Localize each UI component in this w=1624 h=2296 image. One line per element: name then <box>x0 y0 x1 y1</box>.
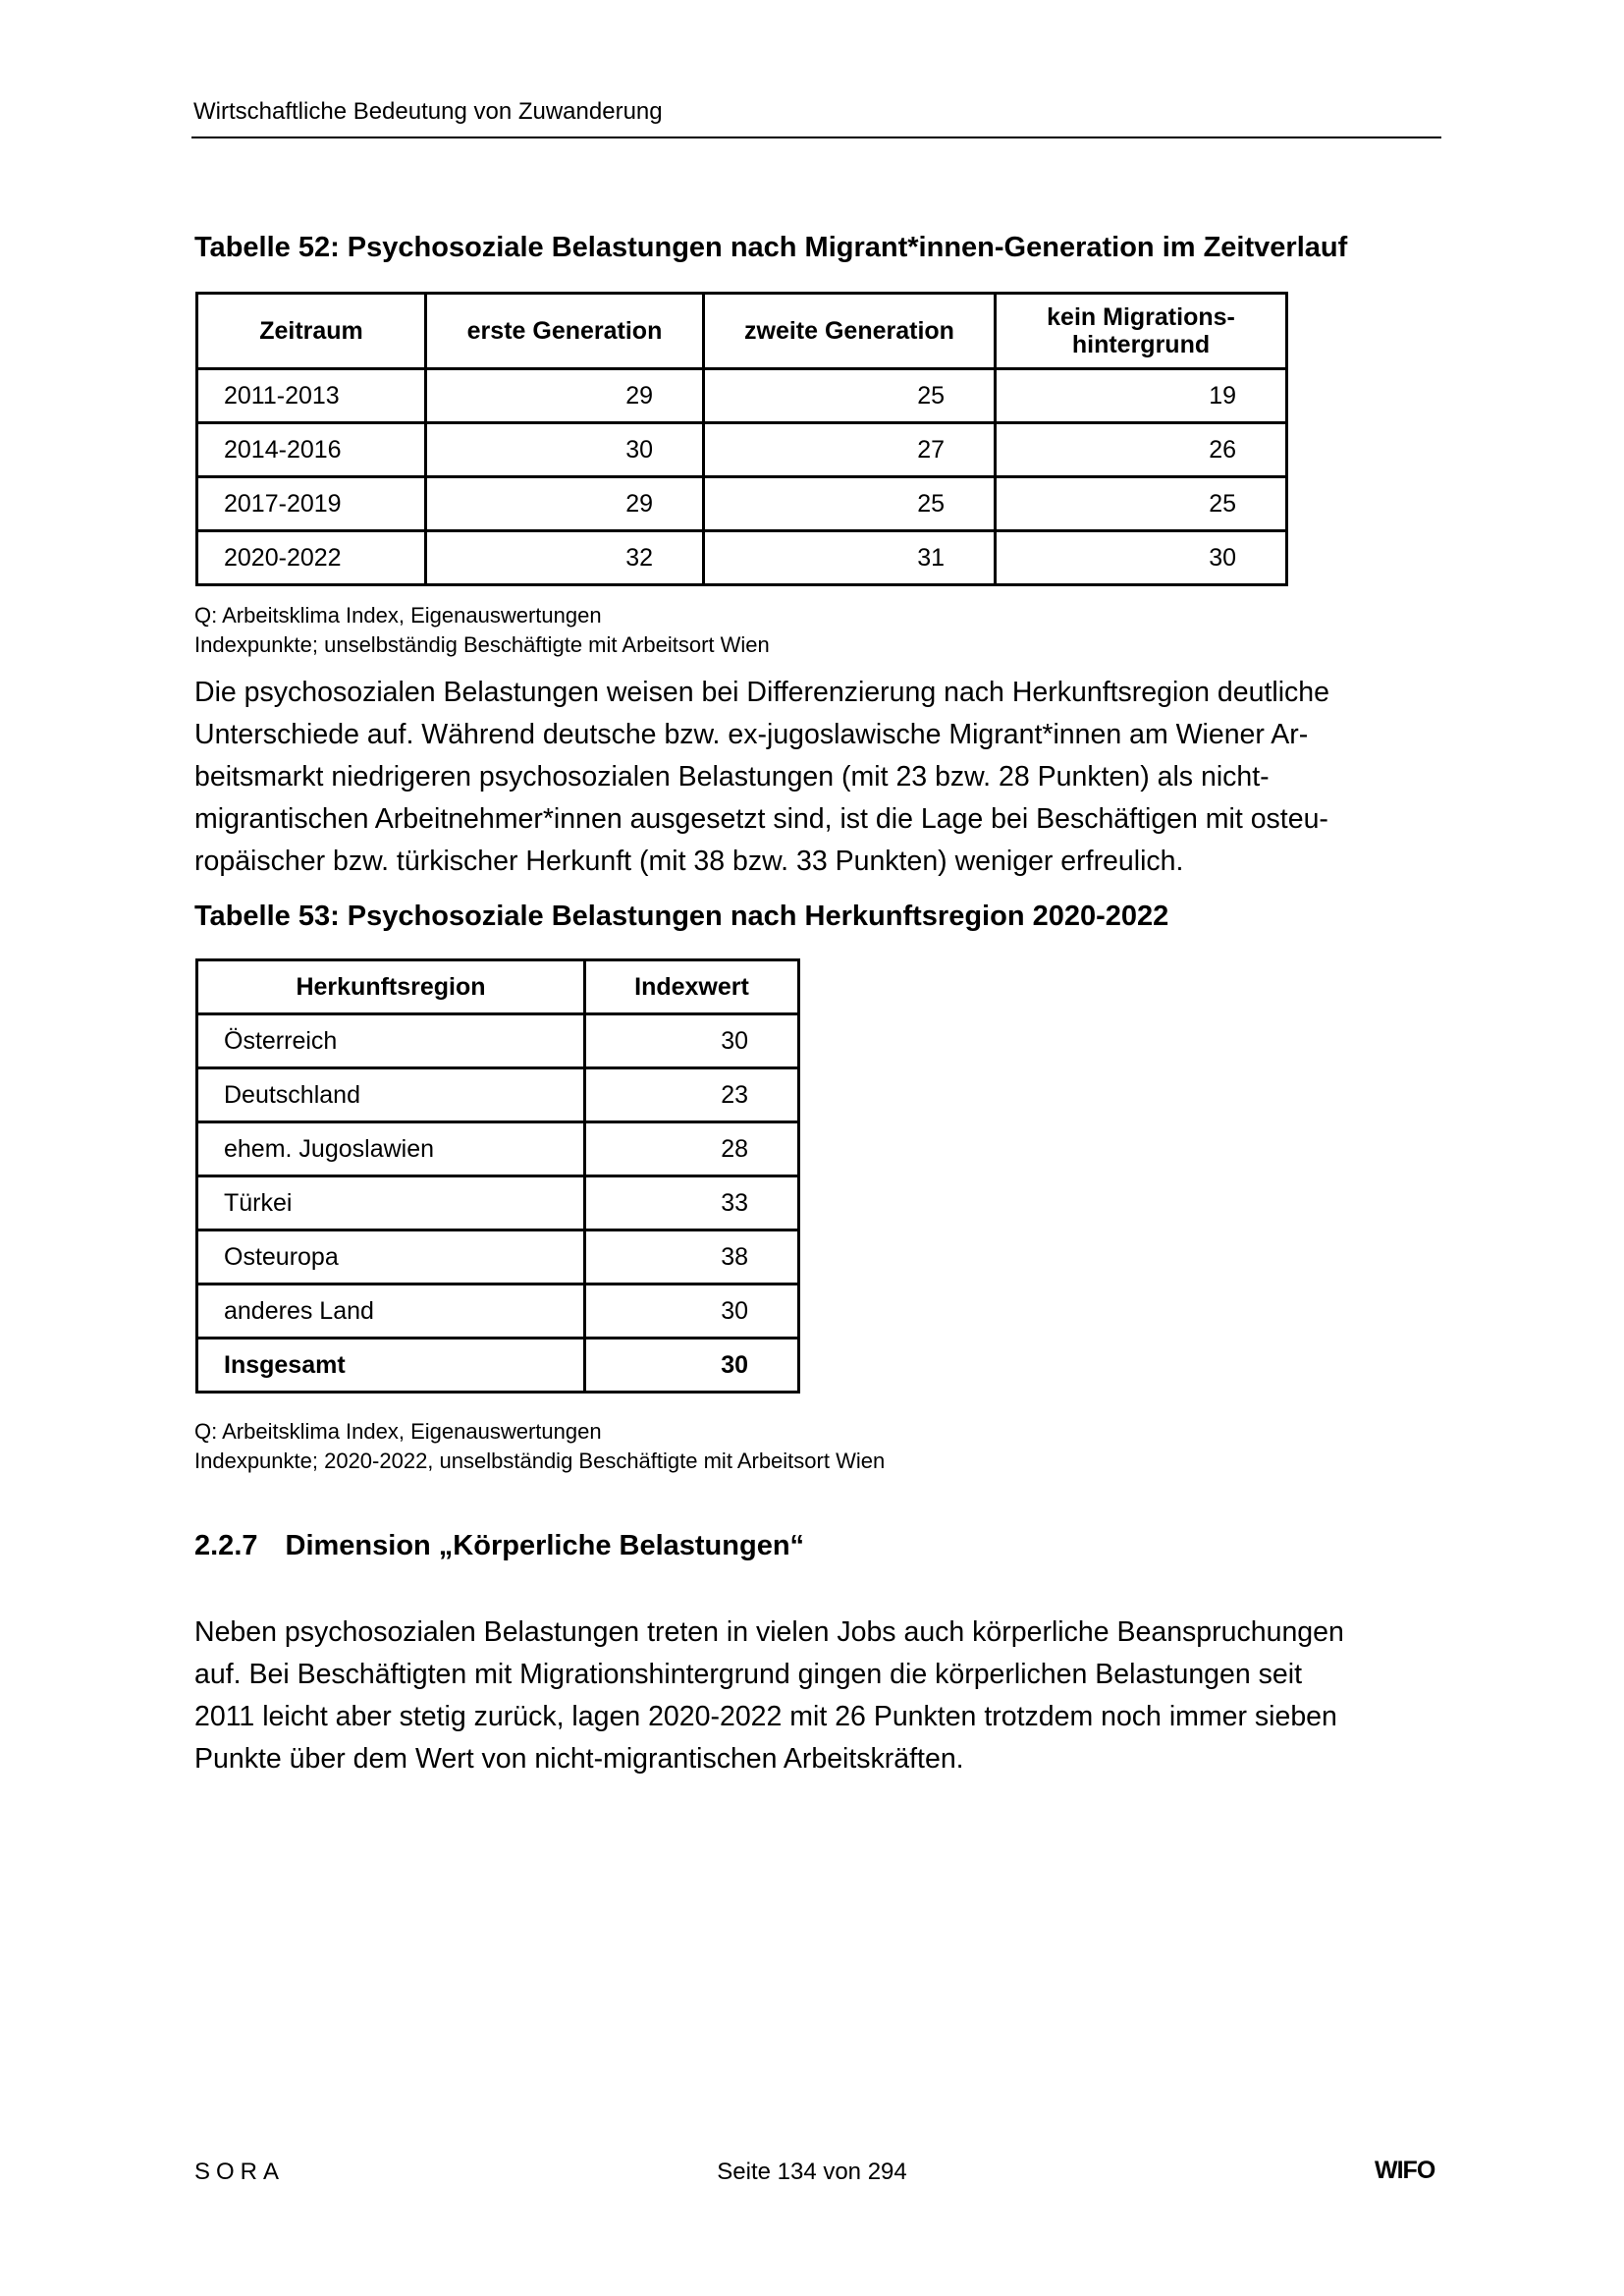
footer-sora-logo: SORA <box>194 2159 286 2185</box>
source-line: Q: Arbeitsklima Index, Eigenauswertungen <box>194 1419 602 1444</box>
table-row: 2020-2022 32 31 30 <box>195 529 1288 586</box>
text-line: 2011 leicht aber stetig zurück, lagen 20… <box>194 1701 1337 1732</box>
column-header: Indexwert <box>583 958 800 1015</box>
text-line: ropäischer bzw. türkischer Herkunft (mit… <box>194 846 1184 877</box>
cell: Deutschland <box>195 1066 586 1123</box>
column-header: zweite Generation <box>702 292 997 370</box>
table-row: 2014-2016 30 27 26 <box>195 421 1288 478</box>
table-53-source: Q: Arbeitsklima Index, Eigenauswertungen… <box>194 1417 885 1476</box>
table-row: Österreich 30 <box>195 1012 800 1069</box>
table-header-row: Herkunftsregion Indexwert <box>195 958 800 1015</box>
table-row: anderes Land 30 <box>195 1283 800 1339</box>
table-52-source: Q: Arbeitsklima Index, Eigenauswertungen… <box>194 601 770 660</box>
section-heading: 2.2.7 Dimension „Körperliche Belastungen“ <box>194 1530 804 1562</box>
cell: 2020-2022 <box>195 529 427 586</box>
text-line: beitsmarkt niedrigeren psychosozialen Be… <box>194 761 1270 793</box>
cell: 32 <box>424 529 705 586</box>
table-row: Deutschland 23 <box>195 1066 800 1123</box>
header-line: hintergrund <box>1071 331 1211 358</box>
cell: Österreich <box>195 1012 586 1069</box>
footer-wifo-logo: WIFO <box>1375 2157 1435 2184</box>
cell: 2014-2016 <box>195 421 427 478</box>
text-line: Punkte über dem Wert von nicht-migrantis… <box>194 1743 964 1775</box>
table-row: Türkei 33 <box>195 1175 800 1231</box>
note-line: Indexpunkte; 2020-2022, unselbständig Be… <box>194 1449 886 1473</box>
cell: 29 <box>424 367 705 424</box>
table-row: ehem. Jugoslawien 28 <box>195 1121 800 1177</box>
cell: anderes Land <box>195 1283 586 1339</box>
column-header: erste Generation <box>424 292 705 370</box>
column-header: kein Migrations-hintergrund <box>994 292 1288 370</box>
cell: 29 <box>424 475 705 532</box>
cell: 33 <box>583 1175 800 1231</box>
cell: 2017-2019 <box>195 475 427 532</box>
cell: Osteuropa <box>195 1229 586 1285</box>
cell: 19 <box>994 367 1288 424</box>
cell: 25 <box>702 367 997 424</box>
cell: 27 <box>702 421 997 478</box>
column-header: Zeitraum <box>195 292 427 370</box>
table-52: Zeitraum erste Generation zweite Generat… <box>195 292 1288 586</box>
cell: 30 <box>424 421 705 478</box>
table-53-caption: Tabelle 53: Psychosoziale Belastungen na… <box>194 901 1169 932</box>
cell: 25 <box>702 475 997 532</box>
cell: 30 <box>583 1337 800 1394</box>
page-number: Seite 134 von 294 <box>717 2159 907 2185</box>
table-row: 2017-2019 29 25 25 <box>195 475 1288 532</box>
cell: 26 <box>994 421 1288 478</box>
note-line: Indexpunkte; unselbständig Beschäftigte … <box>194 632 770 657</box>
cell: Türkei <box>195 1175 586 1231</box>
cell: 31 <box>702 529 997 586</box>
cell: Insgesamt <box>195 1337 586 1394</box>
cell: 28 <box>583 1121 800 1177</box>
section-number: 2.2.7 <box>194 1530 258 1561</box>
cell: 25 <box>994 475 1288 532</box>
cell: ehem. Jugoslawien <box>195 1121 586 1177</box>
text-line: auf. Bei Beschäftigten mit Migrationshin… <box>194 1659 1303 1690</box>
cell: 30 <box>583 1283 800 1339</box>
table-53: Herkunftsregion Indexwert Österreich 30 D… <box>195 958 800 1394</box>
cell: 38 <box>583 1229 800 1285</box>
table-header-row: Zeitraum erste Generation zweite Generat… <box>195 292 1288 370</box>
cell: 23 <box>583 1066 800 1123</box>
table-row: Osteuropa 38 <box>195 1229 800 1285</box>
section-title: Dimension „Körperliche Belastungen“ <box>285 1530 805 1561</box>
table-row: 2011-2013 29 25 19 <box>195 367 1288 424</box>
text-line: Unterschiede auf. Während deutsche bzw. … <box>194 719 1309 750</box>
column-header: Herkunftsregion <box>195 958 586 1015</box>
text-line: Die psychosozialen Belastungen weisen be… <box>194 677 1330 708</box>
table-52-caption: Tabelle 52: Psychosoziale Belastungen na… <box>194 232 1348 263</box>
header-rule <box>191 137 1441 138</box>
source-line: Q: Arbeitsklima Index, Eigenauswertungen <box>194 603 602 628</box>
header-line: kein Migrations- <box>1047 303 1235 331</box>
text-line: Neben psychosozialen Belastungen treten … <box>194 1616 1344 1648</box>
running-header: Wirtschaftliche Bedeutung von Zuwanderun… <box>193 98 663 125</box>
cell: 2011-2013 <box>195 367 427 424</box>
paragraph-1: Die psychosozialen Belastungen weisen be… <box>194 672 1451 883</box>
cell: 30 <box>583 1012 800 1069</box>
paragraph-2: Neben psychosozialen Belastungen treten … <box>194 1612 1451 1780</box>
total-row: Insgesamt 30 <box>195 1337 800 1394</box>
cell: 30 <box>994 529 1288 586</box>
text-line: migrantischen Arbeitnehmer*innen ausgese… <box>194 803 1328 835</box>
